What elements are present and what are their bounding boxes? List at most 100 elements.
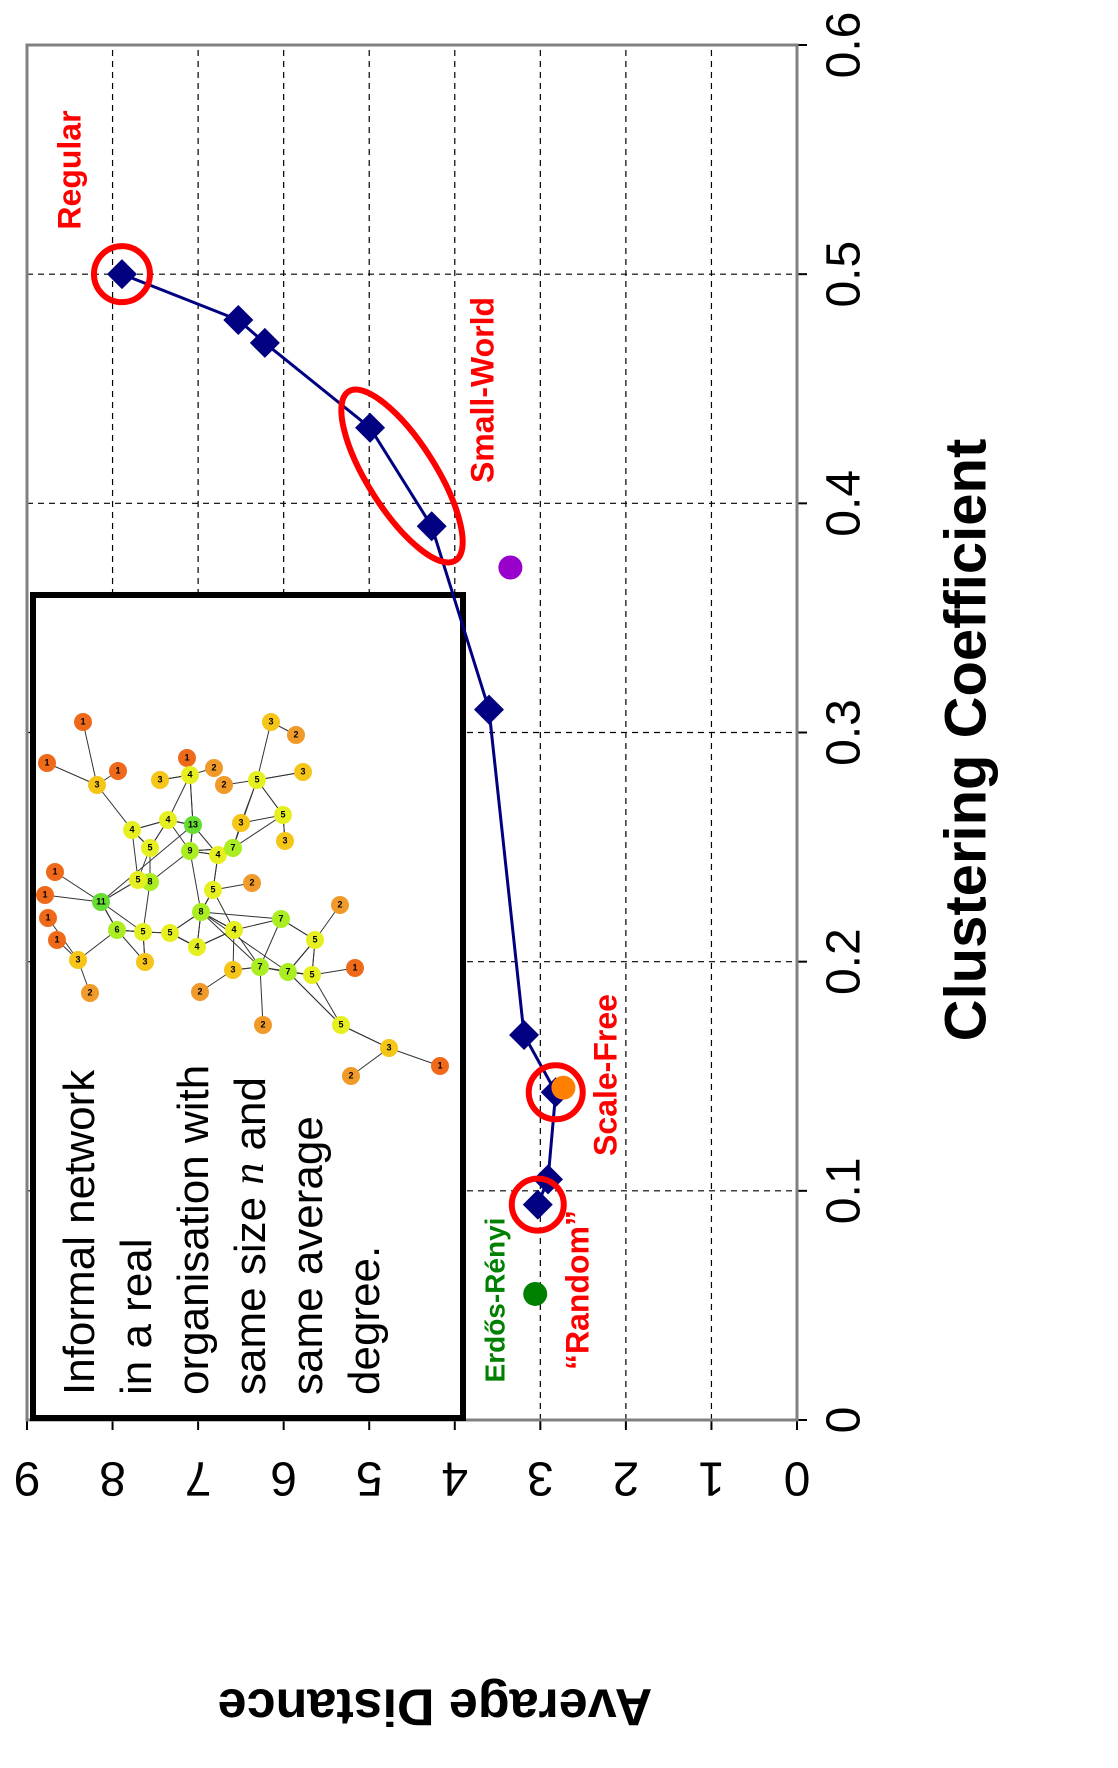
network-node-label: 1 xyxy=(437,1060,442,1070)
network-node-label: 2 xyxy=(211,762,216,772)
x-tick-label: 0.3 xyxy=(818,699,871,766)
network-node-label: 1 xyxy=(352,962,357,972)
x-tick-label: 0.1 xyxy=(818,1157,871,1224)
inset-text: organisation with xyxy=(169,1065,218,1395)
y-tick-label: 9 xyxy=(14,1451,41,1504)
inset-text: same size n and xyxy=(224,1077,275,1395)
inset-text-part: degree. xyxy=(340,1246,389,1395)
x-tick-label: 0.2 xyxy=(818,928,871,995)
network-node-label: 2 xyxy=(197,986,202,996)
network-node-label: 5 xyxy=(312,934,317,944)
network-node-label: 5 xyxy=(167,927,172,937)
y-tick-label: 4 xyxy=(441,1451,468,1504)
network-node-label: 5 xyxy=(135,874,140,884)
network-node-label: 5 xyxy=(309,969,314,979)
inset-text-part: Informal network xyxy=(55,1069,104,1395)
network-node-label: 3 xyxy=(157,774,162,784)
network-node-label: 3 xyxy=(300,766,305,776)
inset-text: Informal network xyxy=(55,1069,104,1395)
inset-text-part: in a real xyxy=(112,1238,161,1395)
network-node-label: 8 xyxy=(198,906,203,916)
network-node-label: 2 xyxy=(348,1070,353,1080)
data-point xyxy=(107,259,137,289)
data-point xyxy=(417,511,447,541)
network-node-label: 2 xyxy=(337,899,342,909)
y-tick-label: 2 xyxy=(613,1451,640,1504)
network-node-label: 1 xyxy=(115,765,120,775)
network-node-label: 5 xyxy=(338,1019,343,1029)
data-point xyxy=(474,695,504,725)
network-node-label: 4 xyxy=(194,941,199,951)
y-tick-label: 1 xyxy=(698,1451,725,1504)
network-node-label: 3 xyxy=(268,716,273,726)
inset-text-part: same size xyxy=(226,1185,275,1395)
annotation: Scale-Free xyxy=(587,994,623,1156)
chart: 0 0.1 0.2 0.3 0.4 0.5 0.6 0 1 2 3 4 5 6 7 8 9 Clustering … xyxy=(0,0,1118,1763)
data-point xyxy=(509,1020,539,1050)
network-node-label: 3 xyxy=(230,964,235,974)
y-tick-label: 8 xyxy=(99,1451,126,1504)
network-node-label: 3 xyxy=(238,817,243,827)
y-tick-label: 6 xyxy=(270,1451,297,1504)
network-node-label: 6 xyxy=(114,924,119,934)
network-node-label: 1 xyxy=(45,912,50,922)
network-node-label: 5 xyxy=(210,884,215,894)
network-node-label: 5 xyxy=(140,926,145,936)
network-node-label: 7 xyxy=(285,966,290,976)
network-node-label: 4 xyxy=(165,814,170,824)
inset-text: degree. xyxy=(340,1246,389,1395)
x-tick-label: 0.6 xyxy=(818,12,871,79)
annotation: Small-World xyxy=(464,297,500,483)
network-node-label: 11 xyxy=(96,896,106,906)
network-node-label: 1 xyxy=(52,866,57,876)
network-node-label: 1 xyxy=(42,889,47,899)
annotation: “Random” xyxy=(559,1210,595,1370)
network-node-label: 4 xyxy=(231,924,236,934)
network-node-label: 4 xyxy=(129,824,134,834)
network-node-label: 4 xyxy=(187,769,192,779)
inset-text-part: and xyxy=(226,1077,275,1163)
rotated-chart: 0 0.1 0.2 0.3 0.4 0.5 0.6 0 1 2 3 4 5 6 7 8 9 Clustering … xyxy=(14,12,999,1736)
network-node-label: 2 xyxy=(221,779,226,789)
inset-text: same average xyxy=(283,1116,332,1395)
network-node-label: 1 xyxy=(184,752,189,762)
network-node-label: 1 xyxy=(44,757,49,767)
network-node-label: 2 xyxy=(293,729,298,739)
network-node-label: 7 xyxy=(278,913,283,923)
network-node-label: 3 xyxy=(282,835,287,845)
network-node-label: 7 xyxy=(230,842,235,852)
data-point xyxy=(551,1076,575,1100)
network-node-label: 3 xyxy=(386,1042,391,1052)
network-node-label: 3 xyxy=(142,956,147,966)
network-node-label: 7 xyxy=(257,961,262,971)
x-axis-label: Clustering Coefficient xyxy=(933,439,998,1042)
inset-text: in a real xyxy=(112,1238,161,1395)
network-node-label: 3 xyxy=(94,779,99,789)
inset-text-part: organisation with xyxy=(169,1065,218,1395)
y-tick-label: 5 xyxy=(356,1451,383,1504)
x-tick-label: 0 xyxy=(818,1407,871,1434)
network-node-label: 13 xyxy=(188,819,198,829)
data-point xyxy=(355,413,385,443)
network-node-label: 8 xyxy=(147,876,152,886)
inset-text-part: same average xyxy=(283,1116,332,1395)
y-tick-label: 0 xyxy=(784,1451,811,1504)
inset-text-part: n xyxy=(224,1163,273,1185)
network-node-label: 1 xyxy=(80,716,85,726)
data-point xyxy=(498,556,522,580)
network-node-label: 3 xyxy=(75,954,80,964)
x-tick-label: 0.4 xyxy=(818,470,871,537)
network-node-label: 4 xyxy=(215,849,220,859)
network-node-label: 2 xyxy=(260,1019,265,1029)
network-node-label: 2 xyxy=(87,987,92,997)
annotation: Erdős-Rényi xyxy=(479,1218,510,1383)
network-node-label: 5 xyxy=(280,809,285,819)
network-node-label: 1 xyxy=(54,934,59,944)
y-axis-label: Average Distance xyxy=(218,1677,653,1735)
network-node-label: 5 xyxy=(254,774,259,784)
network-node-label: 2 xyxy=(249,877,254,887)
network-node-label: 9 xyxy=(187,845,192,855)
x-tick-label: 0.5 xyxy=(818,241,871,308)
annotation: Regular xyxy=(51,110,87,229)
network-node-label: 5 xyxy=(147,842,152,852)
